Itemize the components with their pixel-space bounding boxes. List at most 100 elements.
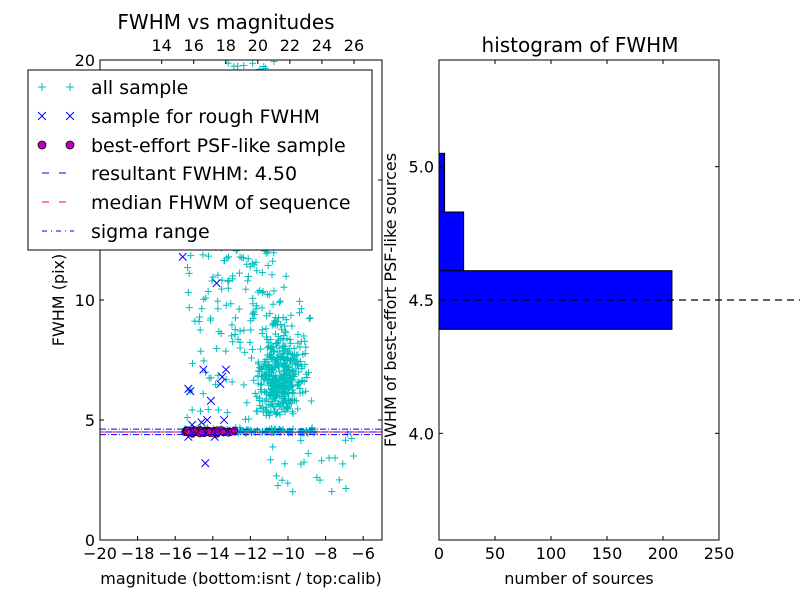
legend-psf-sample-label: best-effort PSF-like sample — [91, 135, 346, 157]
all-sample-point — [318, 457, 326, 465]
all-sample-point — [235, 305, 243, 313]
all-sample-point — [302, 370, 310, 378]
all-sample-point — [283, 355, 291, 363]
legend-psf-sample-marker — [65, 140, 75, 150]
all-sample-point — [250, 427, 258, 435]
all-sample-point — [296, 297, 304, 305]
scatter-x-tick-label: −20 — [83, 544, 117, 563]
all-sample-point — [242, 285, 250, 293]
histogram-title: histogram of FWHM — [482, 33, 679, 57]
all-sample-point — [185, 304, 193, 312]
all-sample-point — [281, 407, 289, 415]
histogram-marks — [438, 152, 800, 330]
scatter-legend: all sample sample for rough FWHM best-effo… — [27, 69, 373, 251]
all-sample-point — [282, 342, 290, 350]
all-sample-point — [236, 424, 244, 432]
all-sample-point — [218, 285, 226, 293]
histogram-y-tick-label: 4.0 — [409, 424, 434, 443]
all-sample-point — [275, 379, 283, 387]
all-sample-point — [289, 354, 297, 362]
histogram-axis-ticks: 0 50 100 150 200 250 4.0 4.5 5.0 — [409, 60, 734, 563]
all-sample-point — [306, 314, 314, 322]
all-sample-point — [275, 368, 283, 376]
all-sample-point — [288, 399, 296, 407]
all-sample-point — [214, 305, 222, 313]
all-sample-point — [263, 290, 271, 298]
scatter-top-x-tick-label: 24 — [312, 36, 332, 55]
all-sample-point — [283, 335, 291, 343]
all-sample-point — [246, 263, 254, 271]
all-sample-point — [222, 347, 230, 355]
all-sample-point — [271, 319, 279, 327]
all-sample-point — [278, 325, 286, 333]
all-sample-point — [214, 406, 222, 414]
all-sample-point — [241, 348, 249, 356]
all-sample-point — [244, 255, 252, 263]
all-sample-point — [300, 458, 308, 466]
all-sample-point — [290, 373, 298, 381]
all-sample-point — [348, 434, 356, 442]
all-sample-point — [258, 269, 266, 277]
scatter-title: FWHM vs magnitudes — [117, 10, 334, 34]
all-sample-point — [271, 388, 279, 396]
all-sample-point — [249, 300, 257, 308]
all-sample-point — [276, 297, 284, 305]
rough-sample-point — [219, 415, 229, 425]
all-sample-point — [294, 405, 302, 413]
all-sample-point — [294, 351, 302, 359]
scatter-x-tick-label: −12 — [234, 544, 268, 563]
all-sample-point — [280, 376, 288, 384]
scatter-top-x-tick-label: 14 — [152, 36, 172, 55]
all-sample-point — [263, 389, 271, 397]
all-sample-point — [297, 437, 305, 445]
all-sample-point — [289, 386, 297, 394]
all-sample-point — [214, 297, 222, 305]
all-sample-point — [281, 362, 289, 370]
scatter-y-tick-label: 20 — [75, 51, 95, 70]
all-sample-point — [266, 390, 274, 398]
all-sample-point — [269, 300, 277, 308]
all-sample-point — [268, 271, 276, 279]
all-sample-point — [302, 343, 310, 351]
all-sample-point — [223, 409, 231, 417]
all-sample-point — [342, 436, 350, 444]
all-sample-point — [247, 326, 255, 334]
all-sample-point — [274, 355, 282, 363]
all-sample-point — [225, 276, 233, 284]
all-sample-point — [331, 454, 339, 462]
scatter-x-tick-label: −16 — [158, 544, 192, 563]
all-sample-point — [228, 321, 236, 329]
all-sample-point — [271, 330, 279, 338]
all-sample-point — [188, 406, 196, 414]
legend-psf-sample-marker — [37, 140, 47, 150]
all-sample-point — [214, 271, 222, 279]
all-sample-point — [295, 309, 303, 317]
all-sample-point — [205, 252, 213, 260]
rough-sample-point — [221, 365, 231, 374]
all-sample-point — [280, 366, 288, 374]
all-sample-point — [275, 336, 283, 344]
all-sample-point — [303, 373, 311, 381]
all-sample-point — [262, 411, 270, 419]
all-sample-point — [288, 382, 296, 390]
all-sample-point — [273, 360, 281, 368]
all-sample-point — [196, 407, 204, 415]
all-sample-point — [271, 364, 279, 372]
all-sample-point — [282, 329, 290, 337]
all-sample-point — [298, 377, 306, 385]
rough-sample-point — [212, 279, 221, 288]
rough-sample-point — [216, 379, 225, 389]
all-sample-point — [262, 403, 270, 411]
scatter-x-tick-label: −6 — [351, 544, 375, 563]
scatter-top-x-tick-label: 20 — [248, 36, 268, 55]
all-sample-point — [282, 383, 290, 391]
all-sample-point — [252, 305, 260, 313]
legend-entries: all sample sample for rough FWHM best-effo… — [37, 77, 351, 243]
all-sample-point — [200, 357, 208, 365]
all-sample-point — [212, 380, 220, 388]
all-sample-point — [263, 312, 271, 320]
all-sample-point — [245, 415, 253, 423]
all-sample-point — [281, 460, 289, 468]
all-sample-point — [199, 390, 207, 398]
all-sample-point — [275, 351, 283, 359]
